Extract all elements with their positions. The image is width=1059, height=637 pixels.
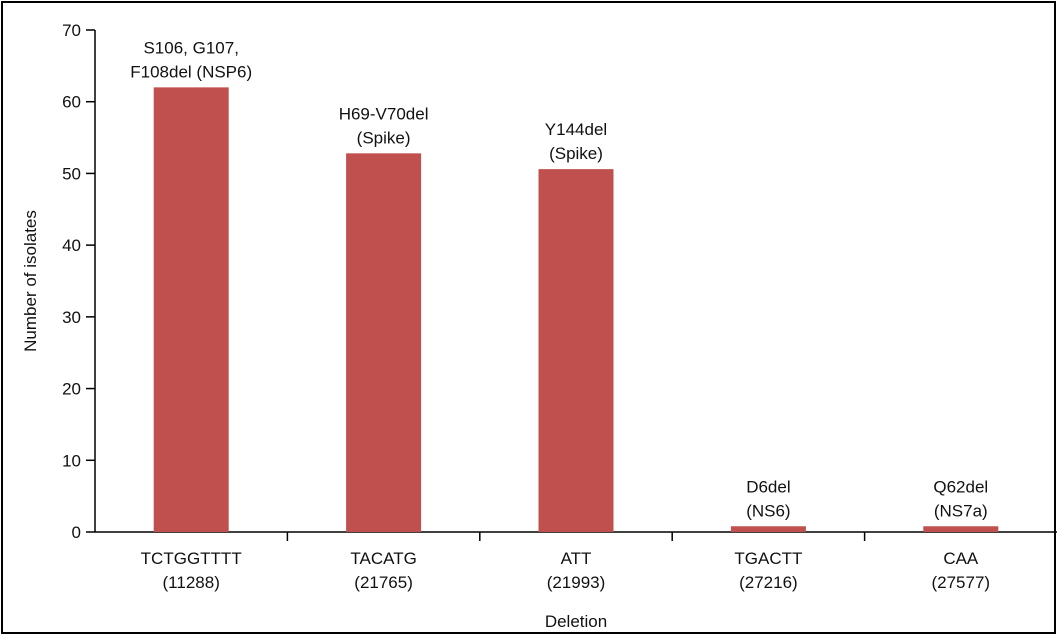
bar <box>923 526 999 532</box>
y-tick-label: 40 <box>62 236 81 255</box>
bar-annotation: (NS6) <box>746 501 790 520</box>
x-category-label: (21993) <box>547 573 606 592</box>
bar <box>730 526 806 532</box>
plot-area: 0 10 20 30 40 50 60 70 TCTGGTTTT (11288) S106, G10… <box>62 21 1057 592</box>
bar-annotation: (NS7a) <box>934 501 988 520</box>
x-category-label: (21765) <box>354 573 413 592</box>
bar <box>153 87 229 532</box>
bar-annotation: Q62del <box>933 477 988 496</box>
y-tick-label: 60 <box>62 93 81 112</box>
x-category-label: (27216) <box>739 573 798 592</box>
bar-annotation: (Spike) <box>549 144 603 163</box>
y-tick-label: 30 <box>62 308 81 327</box>
y-tick-label: 20 <box>62 380 81 399</box>
bar-annotation: (Spike) <box>357 128 411 147</box>
x-category-label: (11288) <box>163 573 220 592</box>
x-axis-label: Deletion <box>545 612 607 631</box>
x-category-label: ATT <box>561 549 592 568</box>
bar-annotation: Y144del <box>545 120 607 139</box>
y-tick-label: 0 <box>72 523 81 542</box>
y-axis-label: Number of isolates <box>21 210 40 352</box>
y-tick-label: 10 <box>62 451 81 470</box>
x-category-label: TGACTT <box>734 549 802 568</box>
bar-annotation: D6del <box>746 477 790 496</box>
y-tick-label: 70 <box>62 21 81 40</box>
x-category-label: TACATG <box>350 549 416 568</box>
bar <box>346 153 422 532</box>
bar-annotation: S106, G107, <box>143 38 238 57</box>
x-category-label: (27577) <box>931 573 990 592</box>
bar-annotation: F108del (NSP6) <box>130 62 252 81</box>
bar <box>538 169 614 532</box>
bar-annotation: H69-V70del <box>339 104 429 123</box>
x-category-label: CAA <box>943 549 979 568</box>
x-category-label: TCTGGTTTT <box>141 549 242 568</box>
y-tick-label: 50 <box>62 164 81 183</box>
